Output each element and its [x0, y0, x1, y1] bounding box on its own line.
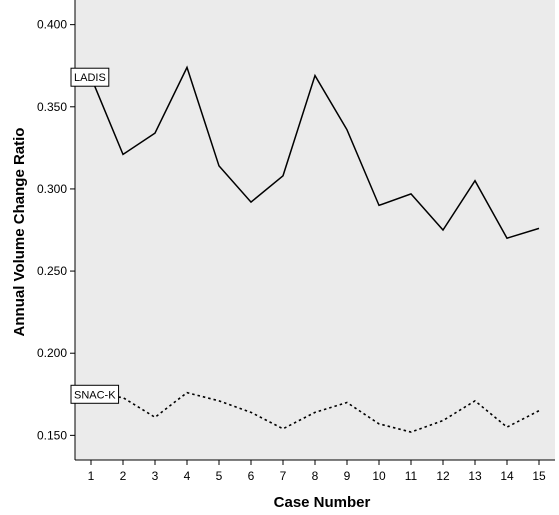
y-tick-label: 0.200: [37, 346, 67, 360]
series-label-text: LADIS: [74, 72, 106, 84]
series-label-box: [70, 384, 120, 404]
series-label: SNAC-K: [70, 384, 120, 404]
x-tick-label: 12: [436, 469, 450, 483]
series-label-box: [70, 67, 110, 87]
y-tick-label: 0.400: [37, 18, 67, 32]
snac-k-series-line: [90, 391, 540, 433]
y-axis-ticks: 0.150 0.200 0.250 0.300 0.350 0.400: [37, 18, 75, 442]
y-tick-label: 0.300: [37, 182, 67, 196]
x-tick-label: 8: [312, 469, 319, 483]
x-axis-title: Case Number: [274, 494, 371, 511]
x-tick-label: 2: [120, 469, 127, 483]
x-tick-label: 6: [248, 469, 255, 483]
x-axis-ticks: 1 2 3 4 5 6 7 8 9 10 11 12 13 14 15: [88, 460, 546, 483]
plot-background: [75, 0, 555, 460]
x-tick-label: 5: [216, 469, 223, 483]
x-tick-label: 13: [468, 469, 482, 483]
x-tick-label: 11: [405, 469, 418, 483]
series-label: LADIS: [70, 67, 110, 87]
x-tick-label: 9: [344, 469, 351, 483]
series-label-text: SNAC-K: [74, 389, 116, 401]
y-tick-label: 0.250: [37, 264, 67, 278]
x-tick-label: 14: [500, 469, 514, 483]
x-tick-label: 1: [88, 469, 95, 483]
y-tick-label: 0.350: [37, 100, 67, 114]
x-tick-label: 4: [184, 469, 191, 483]
x-tick-label: 3: [152, 469, 159, 483]
y-axis-title: Annual Volume Change Ratio: [11, 128, 28, 337]
series-labels: LADIS SNAC-K: [70, 67, 120, 404]
x-tick-label: 15: [532, 469, 546, 483]
x-tick-label: 7: [280, 469, 287, 483]
x-tick-label: 10: [372, 469, 386, 483]
series-lines: [90, 65, 540, 433]
ladis-series-line: [90, 65, 540, 240]
y-tick-label: 0.150: [37, 428, 67, 442]
